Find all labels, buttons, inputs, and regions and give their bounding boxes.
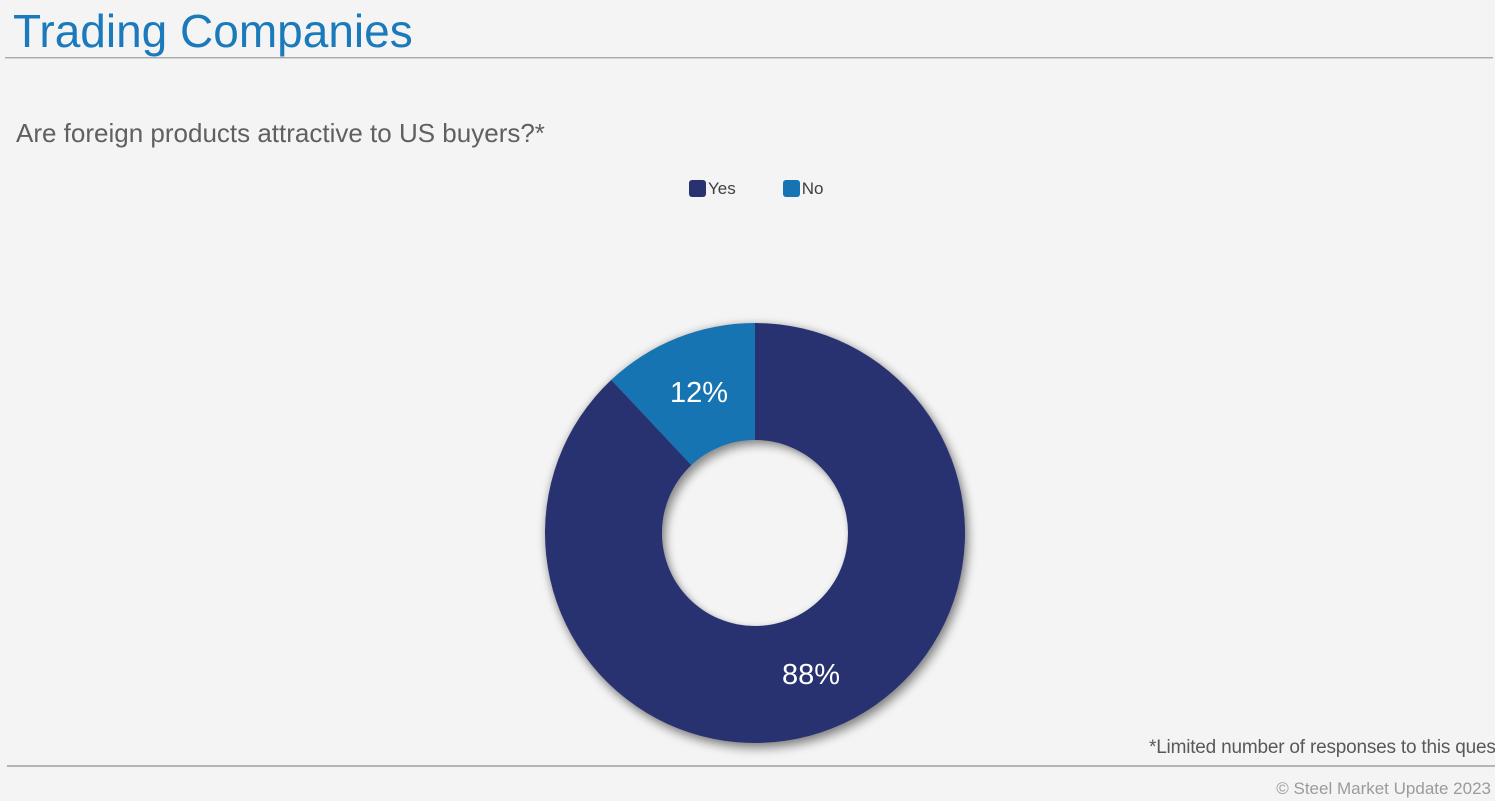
legend-swatch-no: [782, 180, 800, 197]
page-title: Trading Companies: [13, 5, 413, 57]
legend-label-yes: Yes: [708, 179, 736, 198]
copyright-text: © Steel Market Update 2023: [1276, 779, 1491, 798]
footer-divider: [7, 765, 1495, 767]
legend-swatch-yes: [689, 180, 706, 197]
legend-item-no: No: [782, 179, 824, 198]
title-divider: [5, 57, 1493, 59]
legend-item-yes: Yes: [689, 180, 736, 197]
chart-question-title: Are foreign products attractive to US bu…: [16, 118, 545, 148]
chart-footnote: *Limited number of responses to this que…: [1149, 737, 1495, 758]
data-label-yes: 88%: [782, 659, 840, 691]
chart-legend: Yes No: [689, 180, 823, 197]
legend-label-no: No: [801, 179, 824, 198]
data-label-no: 12%: [670, 377, 728, 409]
donut-hole: [662, 440, 848, 626]
